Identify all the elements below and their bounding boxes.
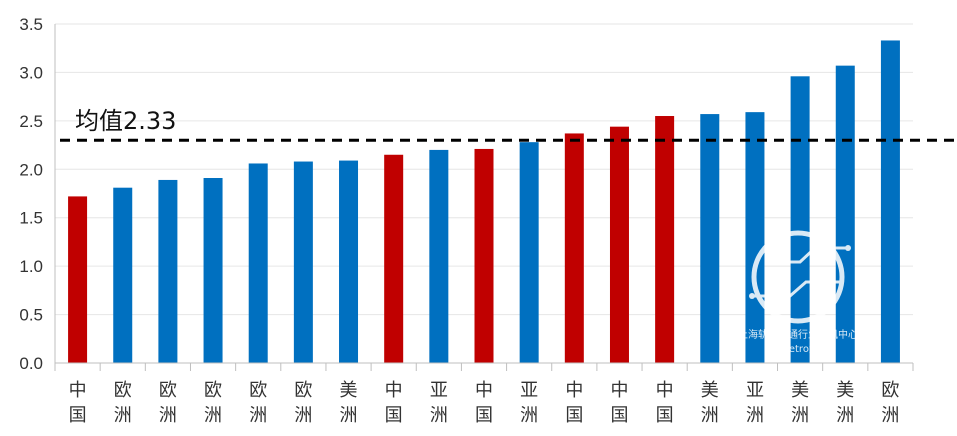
category-label: 美	[701, 380, 719, 401]
bar	[429, 149, 449, 363]
category-label: 洲	[746, 405, 764, 426]
category-label: 中	[69, 380, 87, 401]
y-tick-label: 1.0	[19, 257, 43, 276]
watermark-node	[749, 293, 755, 299]
bar	[700, 114, 720, 363]
y-tick-label: 0.0	[19, 354, 43, 373]
bar	[745, 112, 765, 363]
category-label: 亚	[430, 380, 448, 401]
bars	[68, 40, 900, 364]
category-label: 中	[475, 380, 493, 401]
y-tick-label: 2.0	[19, 160, 43, 179]
watermark-subtext: © Metro资讯	[767, 343, 829, 355]
bar	[339, 160, 359, 363]
bar	[68, 196, 88, 363]
category-label: 洲	[520, 405, 538, 426]
bar	[113, 187, 133, 363]
category-label: 国	[656, 405, 674, 426]
category-label: 亚	[746, 380, 764, 401]
category-label: 欧	[294, 380, 312, 401]
bar	[609, 126, 629, 363]
category-label: 中	[656, 380, 674, 401]
category-label: 美	[836, 380, 854, 401]
watermark-track-bottom	[752, 280, 842, 298]
y-axis-ticks: 0.0 0.5 1.0 1.5 2.0 2.5 3.0 3.5	[19, 15, 43, 373]
category-label: 中	[385, 380, 403, 401]
bar	[474, 148, 494, 363]
y-tick-label: 1.5	[19, 209, 43, 228]
y-tick-label: 3.5	[19, 15, 43, 34]
category-label: 洲	[430, 405, 448, 426]
category-label: 国	[565, 405, 583, 426]
category-label: 洲	[294, 405, 312, 426]
bar	[564, 133, 584, 363]
category-label: 洲	[159, 405, 177, 426]
category-label: 国	[385, 405, 403, 426]
bar	[655, 116, 675, 363]
y-tick-label: 2.5	[19, 112, 43, 131]
category-label: 欧	[114, 380, 132, 401]
y-tick-label: 0.5	[19, 306, 43, 325]
bar	[158, 179, 178, 363]
bar	[835, 65, 855, 364]
category-label: 洲	[836, 405, 854, 426]
category-label: 亚	[520, 380, 538, 401]
x-axis-ticks	[54, 363, 914, 371]
category-label: 欧	[249, 380, 267, 401]
category-label: 中	[610, 380, 628, 401]
category-label: 洲	[340, 405, 358, 426]
bar	[384, 154, 404, 363]
category-label: 美	[791, 380, 809, 401]
category-label: 中	[565, 380, 583, 401]
category-label: 欧	[159, 380, 177, 401]
bar	[880, 40, 900, 364]
category-label: 国	[69, 405, 87, 426]
bar	[293, 161, 313, 363]
category-label: 美	[340, 380, 358, 401]
category-label: 洲	[881, 405, 899, 426]
category-label: 洲	[114, 405, 132, 426]
watermark-logo: 上海轨道交通行业资讯中心 © Metro资讯	[738, 230, 858, 355]
bar	[203, 178, 223, 363]
category-label: 欧	[204, 380, 222, 401]
watermark-ring	[751, 230, 845, 324]
watermark-text: 上海轨道交通行业资讯中心	[738, 328, 858, 341]
category-label: 洲	[701, 405, 719, 426]
category-label: 国	[475, 405, 493, 426]
category-label: 欧	[881, 380, 899, 401]
category-label: 洲	[791, 405, 809, 426]
y-tick-label: 3.0	[19, 63, 43, 82]
bar	[519, 142, 539, 363]
average-label: 均值2.33	[75, 107, 176, 135]
watermark-track-top	[768, 246, 848, 264]
watermark-node	[845, 245, 851, 251]
bar	[248, 163, 268, 363]
category-label: 洲	[204, 405, 222, 426]
category-label: 国	[610, 405, 628, 426]
category-label: 洲	[249, 405, 267, 426]
